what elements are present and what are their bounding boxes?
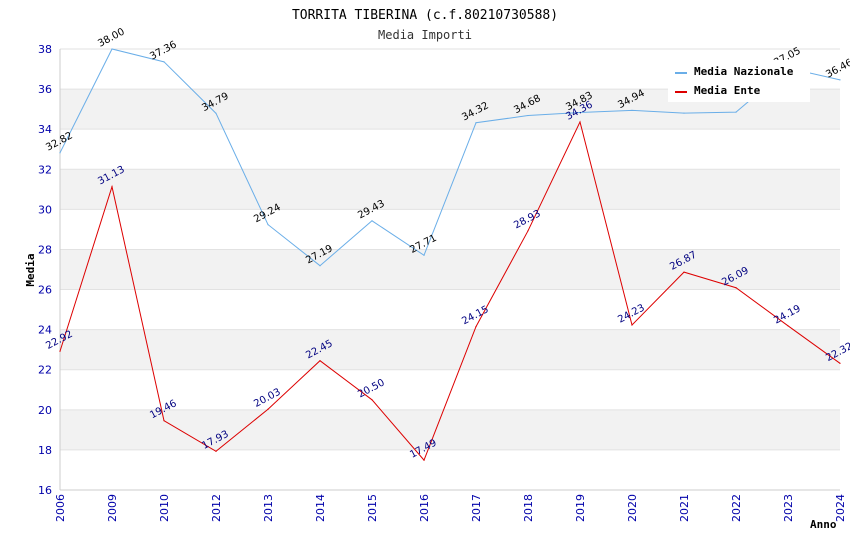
point-ente xyxy=(371,399,373,401)
point-nazionale xyxy=(579,111,581,114)
point-nazionale xyxy=(631,109,633,111)
y-tick-label: 36 xyxy=(38,83,52,96)
data-label-ente: 24.15 xyxy=(460,304,490,327)
y-tick-label: 22 xyxy=(38,364,52,377)
y-tick-label: 24 xyxy=(38,324,52,337)
y-tick-labels: 16 18 20 22 24 26 28 30 32 34 36 38 xyxy=(38,43,52,497)
chart-title: TORRITA TIBERINA (c.f.80210730588) xyxy=(292,8,558,23)
y-tick-label: 26 xyxy=(38,284,52,297)
grid-band xyxy=(60,409,840,450)
data-label-nazionale: 37.36 xyxy=(148,39,178,62)
y-tick-label: 34 xyxy=(38,123,52,136)
point-nazionale xyxy=(735,111,737,113)
data-label-ente: 24.19 xyxy=(772,303,802,326)
x-tick-label: 2017 xyxy=(470,494,483,522)
point-ente xyxy=(527,230,529,232)
x-tick-label: 2012 xyxy=(210,494,223,522)
grid-bands xyxy=(60,89,840,450)
x-tick-label: 2022 xyxy=(730,494,743,522)
x-tick-label: 2023 xyxy=(782,494,795,522)
grid-band xyxy=(60,329,840,370)
legend-label-nazionale: Media Nazionale xyxy=(694,65,794,78)
point-nazionale xyxy=(215,112,217,114)
legend-label-ente: Media Ente xyxy=(694,84,761,97)
point-ente xyxy=(787,325,789,327)
point-ente xyxy=(163,420,165,422)
y-tick-label: 38 xyxy=(38,43,52,56)
point-nazionale xyxy=(527,114,529,117)
data-label-ente: 28.93 xyxy=(512,208,542,231)
point-nazionale xyxy=(475,122,477,124)
point-ente xyxy=(111,186,113,188)
point-nazionale xyxy=(163,61,165,63)
series-layer xyxy=(59,48,841,462)
point-ente xyxy=(631,324,633,326)
point-ente xyxy=(59,350,61,352)
data-label-ente: 20.50 xyxy=(356,377,386,400)
legend-background xyxy=(668,60,810,102)
x-tick-label: 2006 xyxy=(54,494,67,522)
y-axis-label: Media xyxy=(24,253,37,286)
point-nazionale xyxy=(267,223,269,226)
point-nazionale xyxy=(839,79,841,81)
x-axis-label: Anno xyxy=(810,518,837,531)
point-ente xyxy=(215,450,217,452)
x-tick-label: 2018 xyxy=(522,494,535,522)
point-ente xyxy=(267,408,269,410)
x-tick-label: 2010 xyxy=(158,494,171,522)
x-tick-label: 2019 xyxy=(574,494,587,522)
grid-band xyxy=(60,249,840,290)
y-tick-label: 30 xyxy=(38,203,52,216)
chart-subtitle: Media Importi xyxy=(378,28,472,42)
point-nazionale xyxy=(319,265,321,267)
y-tick-label: 18 xyxy=(38,444,52,457)
point-ente xyxy=(839,362,841,364)
point-nazionale xyxy=(59,152,61,154)
x-tick-label: 2015 xyxy=(366,494,379,522)
x-tick-label: 2013 xyxy=(262,494,275,522)
point-nazionale xyxy=(683,112,685,114)
y-tick-label: 20 xyxy=(38,404,52,417)
x-tick-label: 2021 xyxy=(678,494,691,522)
legend: Media Nazionale Media Ente xyxy=(668,60,810,102)
point-nazionale xyxy=(111,48,113,50)
point-ente xyxy=(475,326,477,328)
data-label-nazionale: 38.00 xyxy=(96,26,126,49)
y-tick-label: 16 xyxy=(38,484,52,497)
point-nazionale xyxy=(371,220,373,222)
y-tick-label: 32 xyxy=(38,163,52,176)
series-line-ente xyxy=(59,120,841,462)
x-tick-label: 2016 xyxy=(418,494,431,522)
point-ente xyxy=(423,459,425,461)
x-tick-label: 2020 xyxy=(626,494,639,522)
data-label-nazionale: 36.46 xyxy=(824,57,850,80)
point-ente xyxy=(683,271,685,273)
point-ente xyxy=(735,287,737,289)
point-nazionale xyxy=(423,254,425,256)
grid-lines xyxy=(60,48,840,491)
x-tick-label: 2009 xyxy=(106,494,119,522)
x-tick-labels: 2006 2009 2010 2012 2013 2014 2015 2016 2017 2018… xyxy=(54,494,847,522)
point-ente xyxy=(579,121,581,123)
series-line-nazionale xyxy=(59,48,841,267)
x-tick-label: 2024 xyxy=(834,494,847,522)
y-tick-label: 28 xyxy=(38,243,52,256)
data-label-ente: 20.03 xyxy=(252,387,282,410)
x-tick-label: 2014 xyxy=(314,494,327,522)
point-ente xyxy=(319,360,321,362)
